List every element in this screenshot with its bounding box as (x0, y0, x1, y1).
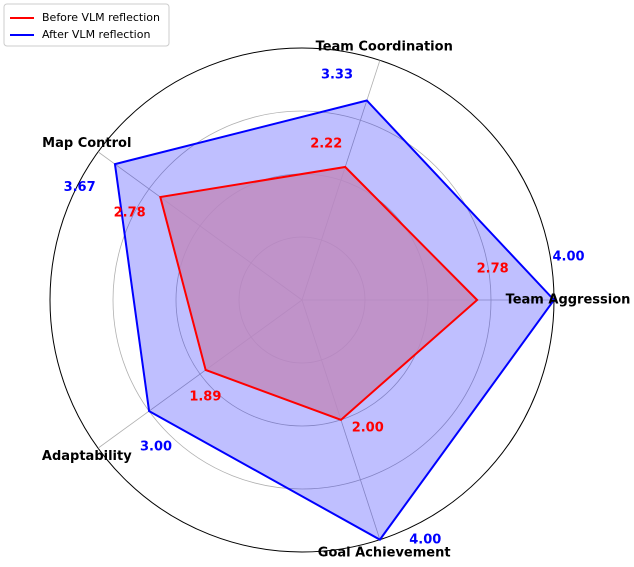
value-label: 2.22 (310, 137, 342, 152)
value-label: 3.67 (64, 180, 96, 195)
value-label: 1.89 (189, 390, 221, 405)
value-label: 2.78 (477, 262, 509, 277)
axis-label: Team Aggression (506, 293, 631, 308)
series-area (159, 165, 479, 421)
axis-label: Map Control (42, 136, 131, 151)
value-label: 2.78 (114, 205, 146, 220)
legend-label: Before VLM reflection (42, 11, 160, 24)
legend-label: After VLM reflection (42, 28, 150, 41)
value-label: 3.33 (321, 67, 353, 82)
axis-label: Team Coordination (316, 40, 453, 55)
value-label: 2.00 (352, 421, 384, 436)
value-label: 3.00 (140, 439, 172, 454)
axis-label: Adaptability (42, 449, 132, 464)
value-label: 4.00 (409, 533, 441, 548)
axis-label: Goal Achievement (318, 545, 451, 560)
legend-box (3, 3, 170, 47)
value-label: 4.00 (553, 249, 585, 264)
